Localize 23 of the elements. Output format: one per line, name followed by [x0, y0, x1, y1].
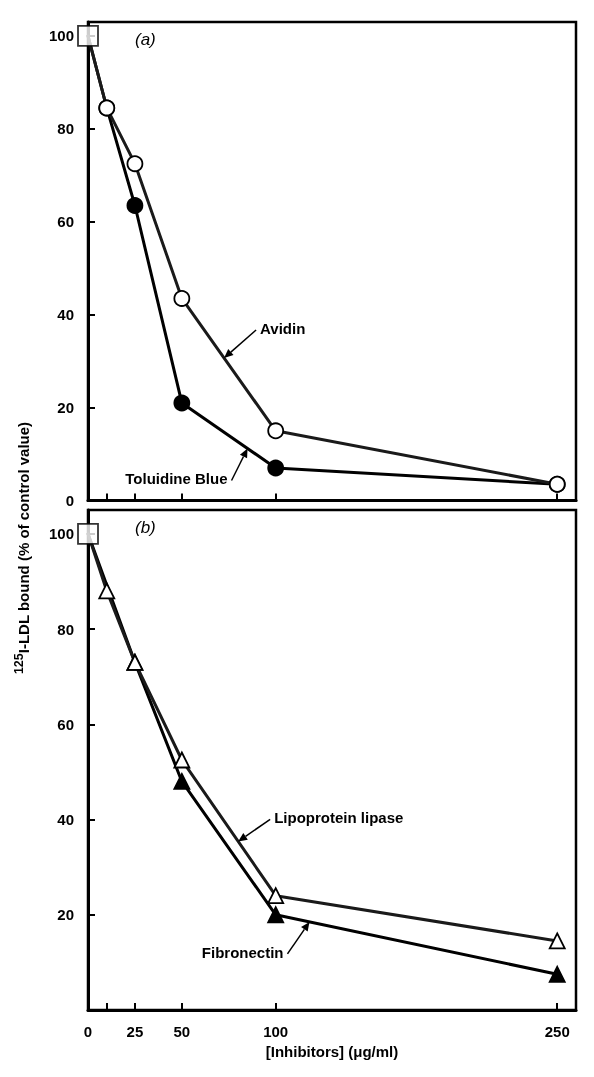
text: (b) — [135, 518, 156, 537]
text: Avidin — [260, 319, 306, 337]
y-tick-label: 20 — [57, 906, 74, 924]
y-tick-label: 80 — [57, 120, 74, 138]
y-tick-label: 80 — [57, 620, 74, 638]
x-tick-label: 100 — [263, 1023, 289, 1040]
x-tick-label: 250 — [544, 1023, 570, 1040]
legend-label: Lipoprotein lipase — [274, 809, 404, 827]
y-tick-label: 100 — [48, 525, 74, 543]
x-axis-title: [Inhibitors] (μg/ml) — [265, 1043, 399, 1060]
y-tick-label: 40 — [57, 306, 74, 324]
y-tick-label: 60 — [57, 213, 74, 231]
x-tick-label: 50 — [173, 1023, 191, 1040]
y-tick-label: 40 — [57, 811, 74, 829]
x-tick-label: 25 — [126, 1023, 144, 1040]
y-tick-label: 20 — [57, 399, 74, 417]
legend-label: Toluidine Blue — [125, 470, 228, 488]
x-tick-label: 0 — [83, 1023, 93, 1040]
text: (a) — [135, 30, 156, 49]
y-tick-label: 100 — [48, 27, 74, 45]
series-label: Fibronectin — [201, 943, 284, 961]
y-tick-label: 0 — [65, 492, 74, 509]
y-tick-label: 60 — [57, 715, 74, 733]
